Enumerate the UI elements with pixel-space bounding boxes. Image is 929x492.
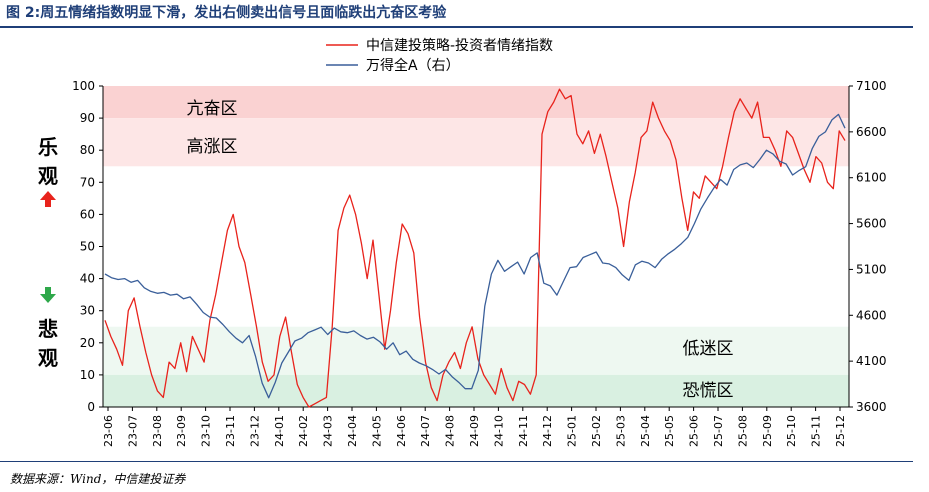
zone-label-1: 高涨区 xyxy=(187,137,238,157)
x-tick-label: 24-03 xyxy=(322,415,335,447)
x-tick-label: 25-04 xyxy=(639,415,652,447)
optimistic-label: 乐 xyxy=(38,135,58,159)
legend-label-0: 中信建投策略-投资者情绪指数 xyxy=(366,37,553,54)
x-tick-label: 24-10 xyxy=(492,415,505,447)
wind-a-index-line xyxy=(104,113,846,399)
left-tick-label: 60 xyxy=(80,207,95,221)
x-tick-label: 23-07 xyxy=(126,415,139,447)
right-tick-label: 4100 xyxy=(856,354,887,368)
x-tick-label: 24-06 xyxy=(395,415,408,447)
x-tick-label: 25-05 xyxy=(663,415,676,447)
footer-rule xyxy=(0,461,913,462)
x-tick-label: 24-01 xyxy=(273,415,286,447)
x-tick-label: 24-12 xyxy=(541,415,554,447)
zone-band-3 xyxy=(103,374,849,407)
right-tick-label: 5100 xyxy=(856,262,887,276)
zone-band-0 xyxy=(103,86,849,119)
right-tick-label: 6600 xyxy=(856,125,887,139)
zone-label-2: 低迷区 xyxy=(683,339,734,359)
left-tick-label: 90 xyxy=(80,111,95,125)
x-tick-label: 23-06 xyxy=(102,415,115,447)
sentiment-chart: 0 10 20 30 40 50 60 70 80 90 100 3600 4100 4600 5100 56… xyxy=(38,37,887,447)
data-source-note: 数据来源：Wind，中信建投证券 xyxy=(10,472,186,486)
zone-label-3: 恐慌区 xyxy=(683,381,734,401)
left-tick-label: 50 xyxy=(80,240,95,254)
right-tick-label: 5600 xyxy=(856,217,887,231)
pessimistic-label: 悲 xyxy=(38,317,58,341)
x-tick-label: 23-10 xyxy=(200,415,213,447)
x-tick-label: 24-11 xyxy=(517,415,530,447)
x-tick-label: 24-04 xyxy=(346,415,359,447)
x-tick-label: 25-03 xyxy=(614,415,627,447)
left-tick-label: 0 xyxy=(87,400,95,414)
right-tick-label: 6100 xyxy=(856,171,887,185)
optimistic-label: 观 xyxy=(38,164,58,188)
right-tick-label: 7100 xyxy=(856,79,887,93)
x-tick-label: 24-02 xyxy=(297,415,310,447)
left-tick-label: 70 xyxy=(80,175,95,189)
x-tick-label: 25-12 xyxy=(834,415,847,447)
series-lines xyxy=(104,88,846,408)
left-tick-label: 100 xyxy=(72,79,95,93)
x-tick-label: 25-02 xyxy=(590,415,603,447)
left-tick-label: 40 xyxy=(80,272,95,286)
x-tick-label: 23-11 xyxy=(224,415,237,447)
x-tick-label: 25-06 xyxy=(688,415,701,447)
sentiment-index-line xyxy=(104,88,846,408)
figure-title: 图 2:周五情绪指数明显下滑，发出右侧卖出信号且面临跌出亢奋区考验 xyxy=(6,5,447,21)
right-tick-label: 3600 xyxy=(856,400,887,414)
left-tick-label: 80 xyxy=(80,143,95,157)
title-rule xyxy=(0,26,913,28)
down-arrow-icon xyxy=(40,287,56,303)
legend-label-1: 万得全A（右） xyxy=(366,57,460,74)
x-tick-label: 25-01 xyxy=(566,415,579,447)
right-tick-label: 4600 xyxy=(856,308,887,322)
x-tick-label: 25-10 xyxy=(785,415,798,447)
x-tick-label: 25-07 xyxy=(712,415,725,447)
x-tick-label: 23-08 xyxy=(151,415,164,447)
left-tick-label: 20 xyxy=(80,336,95,350)
chart-axes: 0 10 20 30 40 50 60 70 80 90 100 3600 4100 4600 5100 56… xyxy=(72,79,886,447)
left-tick-label: 30 xyxy=(80,304,95,318)
x-tick-label: 23-12 xyxy=(248,415,261,447)
left-tick-label: 10 xyxy=(80,368,95,382)
x-tick-label: 25-08 xyxy=(736,415,749,447)
x-tick-label: 25-11 xyxy=(810,415,823,447)
x-tick-label: 25-09 xyxy=(761,415,774,447)
up-arrow-icon xyxy=(40,191,56,207)
pessimistic-label: 观 xyxy=(38,346,58,370)
x-tick-label: 24-05 xyxy=(370,415,383,447)
x-tick-label: 23-09 xyxy=(175,415,188,447)
x-tick-label: 24-09 xyxy=(468,415,481,447)
x-tick-label: 24-07 xyxy=(419,415,432,447)
zone-label-0: 亢奋区 xyxy=(187,99,238,119)
x-tick-label: 24-08 xyxy=(444,415,457,447)
zone-bands xyxy=(103,86,849,407)
